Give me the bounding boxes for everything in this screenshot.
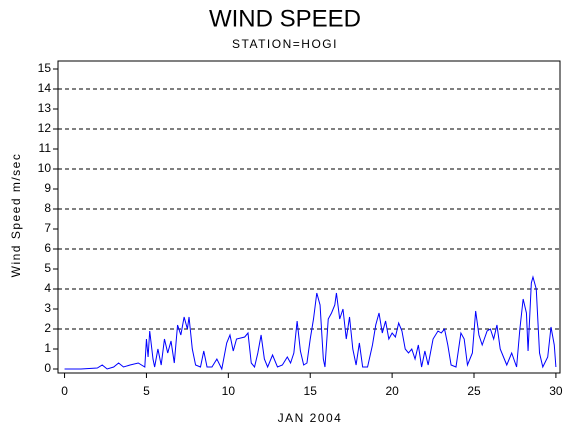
x-tick-label: 0 [61, 384, 68, 398]
x-axis-label: JAN 2004 [278, 411, 343, 425]
y-tick-label: 0 [44, 361, 51, 375]
y-tick-label: 9 [44, 181, 51, 195]
y-tick-label: 7 [44, 221, 51, 235]
chart-subtitle: STATION=HOGI [232, 37, 338, 51]
y-tick-label: 10 [38, 161, 52, 175]
x-tick-label: 20 [385, 384, 399, 398]
x-tick-label: 5 [143, 384, 150, 398]
y-tick-label: 12 [38, 121, 52, 135]
y-tick-label: 13 [38, 101, 52, 115]
chart-title: WIND SPEED [209, 5, 361, 32]
plot-frame [57, 60, 561, 374]
y-tick-label: 1 [44, 341, 51, 355]
y-tick-label: 6 [44, 241, 51, 255]
y-tick-label: 14 [38, 81, 52, 95]
data-line [64, 275, 557, 371]
y-tick-label: 8 [44, 201, 51, 215]
y-tick-label: 4 [44, 281, 51, 295]
x-tick-label: 15 [304, 384, 318, 398]
y-tick-label: 3 [44, 301, 51, 315]
y-tick-label: 15 [38, 61, 52, 75]
x-tick-label: 25 [467, 384, 481, 398]
x-tick-label: 10 [222, 384, 236, 398]
y-tick-label: 5 [44, 261, 51, 275]
x-tick-label: 30 [549, 384, 563, 398]
y-axis-label: Wind Speed m/sec [9, 153, 23, 278]
y-tick-label: 11 [39, 141, 52, 155]
y-tick-label: 2 [44, 321, 51, 335]
